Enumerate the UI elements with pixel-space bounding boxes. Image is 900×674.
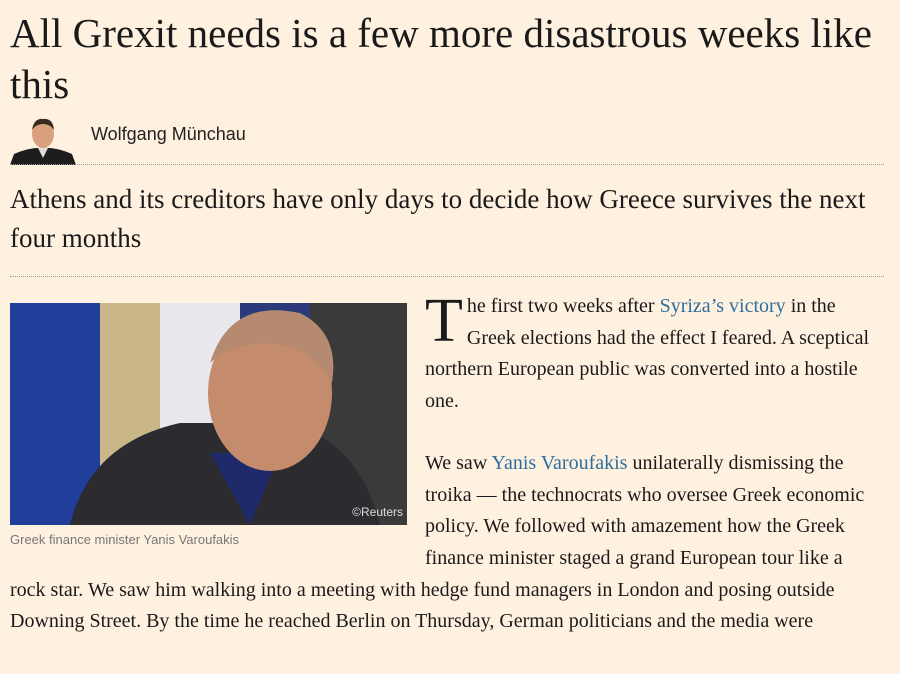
- divider: [10, 164, 884, 165]
- link-yanis-varoufakis[interactable]: Yanis Varoufakis: [491, 451, 628, 474]
- article-title: All Grexit needs is a few more disastrou…: [10, 10, 872, 107]
- divider: [10, 276, 884, 277]
- image-credit: ©Reuters: [352, 505, 403, 519]
- author-name[interactable]: Wolfgang Münchau: [91, 124, 246, 144]
- paragraph: We saw Yanis Varoufakis unilaterally dis…: [10, 451, 865, 633]
- drop-cap: T: [425, 287, 463, 355]
- link-syriza-victory[interactable]: Syriza’s victory: [659, 295, 786, 317]
- article-photo: ©Reuters: [10, 303, 407, 525]
- author-avatar[interactable]: [10, 114, 76, 165]
- standfirst: Athens and its creditors have only days …: [10, 184, 866, 253]
- image-caption: Greek finance minister Yanis Varoufakis: [10, 532, 240, 547]
